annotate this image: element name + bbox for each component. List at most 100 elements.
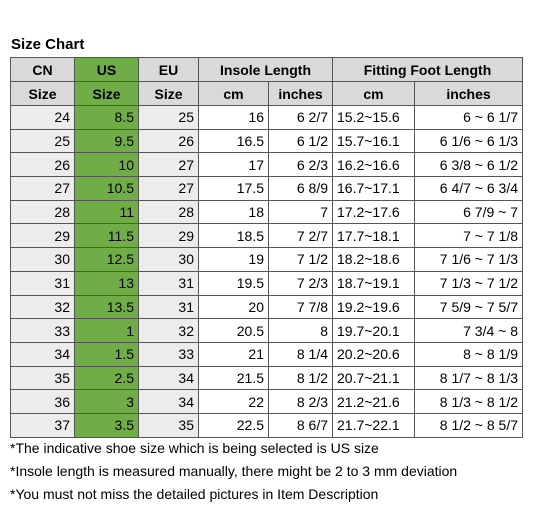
cell: 33: [10, 318, 75, 343]
cell: 17.7~18.1: [332, 223, 415, 249]
title: Size Chart: [11, 36, 85, 53]
header-cell: inches: [414, 81, 523, 106]
cell: 8 1/2: [268, 365, 333, 391]
header-cell: Size: [10, 81, 75, 106]
cell: 34: [10, 341, 75, 367]
cell: 7 ~ 7 1/8: [414, 223, 523, 249]
cell: 31: [10, 270, 75, 296]
cell: 6 8/9: [268, 176, 333, 201]
cell: 6 1/6 ~ 6 1/3: [414, 128, 523, 154]
cell: 15.7~16.1: [332, 128, 415, 154]
cell: 15.2~15.6: [332, 105, 415, 130]
cell: 30: [138, 247, 199, 272]
cell: 26: [138, 128, 199, 154]
cell: 24: [10, 105, 75, 130]
header-cell: Fitting Foot Length: [332, 57, 523, 82]
cell: 35: [138, 412, 199, 438]
data-row: 36 3 34 22 8 2/3 21.2~21.6 8 1/3 ~ 8 1/2: [10, 389, 523, 414]
cell: 27: [138, 152, 199, 178]
data-row: 31 13 31 19.5 7 2/3 18.7~19.1 7 1/3 ~ 7 1/2: [10, 270, 523, 296]
cell: 31: [138, 294, 199, 320]
data-row: 33 1 32 20.5 8 19.7~20.1 7 3/4 ~ 8: [10, 318, 523, 343]
cell: 6 3/8 ~ 6 1/2: [414, 152, 523, 178]
cell: 28: [10, 199, 75, 225]
header-cell: Size: [74, 81, 139, 106]
cell: 34: [138, 365, 199, 391]
cell: 25: [10, 128, 75, 154]
cell: 6 4/7 ~ 6 3/4: [414, 176, 523, 201]
cell: 8 6/7: [268, 412, 333, 438]
cell: 27: [138, 176, 199, 201]
header-cell: EU: [138, 57, 199, 82]
header-cell: Size: [138, 81, 199, 106]
cell: 10: [74, 152, 139, 178]
cell: 8 1/3 ~ 8 1/2: [414, 389, 523, 414]
cell: 32: [138, 318, 199, 343]
cell: 16.2~16.6: [332, 152, 415, 178]
cell: 17: [198, 152, 269, 178]
cell: 18: [198, 199, 269, 225]
cell: 18.5: [198, 223, 269, 249]
cell: 22: [198, 389, 269, 414]
data-row: 32 13.5 31 20 7 7/8 19.2~19.6 7 5/9 ~ 7 5/7: [10, 294, 523, 320]
cell: 7: [268, 199, 333, 225]
data-row: 29 11.5 29 18.5 7 2/7 17.7~18.1 7 ~ 7 1/8: [10, 223, 523, 249]
cell: 7 3/4 ~ 8: [414, 318, 523, 343]
cell: 3.5: [74, 412, 139, 438]
cell: 31: [138, 270, 199, 296]
data-row: 26 10 27 17 6 2/3 16.2~16.6 6 3/8 ~ 6 1/2: [10, 152, 523, 178]
data-row: 37 3.5 35 22.5 8 6/7 21.7~22.1 8 1/2 ~ 8 5/7: [10, 412, 523, 438]
cell: 8 1/2 ~ 8 5/7: [414, 412, 523, 438]
cell: 10.5: [74, 176, 139, 201]
cell: 8 ~ 8 1/9: [414, 341, 523, 367]
cell: 26: [10, 152, 75, 178]
footnote: *Insole length is measured manually, the…: [10, 463, 458, 479]
cell: 20: [198, 294, 269, 320]
cell: 7 2/7: [268, 223, 333, 249]
footnote: *The indicative shoe size which is being…: [10, 440, 379, 456]
cell: 16: [198, 105, 269, 130]
cell: 1: [74, 318, 139, 343]
cell: 21.2~21.6: [332, 389, 415, 414]
cell: 21: [198, 341, 269, 367]
cell: 27: [10, 176, 75, 201]
data-row: 35 2.5 34 21.5 8 1/2 20.7~21.1 8 1/7 ~ 8 1/3: [10, 365, 523, 391]
cell: 32: [10, 294, 75, 320]
cell: 9.5: [74, 128, 139, 154]
cell: 33: [138, 341, 199, 367]
cell: 20.2~20.6: [332, 341, 415, 367]
data-row: 30 12.5 30 19 7 1/2 18.2~18.6 7 1/6 ~ 7 1/3: [10, 247, 523, 272]
cell: 6 ~ 6 1/7: [414, 105, 523, 130]
cell: 19.5: [198, 270, 269, 296]
cell: 30: [10, 247, 75, 272]
cell: 7 1/3 ~ 7 1/2: [414, 270, 523, 296]
cell: 29: [10, 223, 75, 249]
cell: 19.7~20.1: [332, 318, 415, 343]
cell: 18.2~18.6: [332, 247, 415, 272]
data-row: 24 8.5 25 16 6 2/7 15.2~15.6 6 ~ 6 1/7: [10, 105, 523, 130]
header-cell: cm: [198, 81, 269, 106]
cell: 18.7~19.1: [332, 270, 415, 296]
cell: 17.5: [198, 176, 269, 201]
cell: 25: [138, 105, 199, 130]
cell: 20.5: [198, 318, 269, 343]
cell: 12.5: [74, 247, 139, 272]
cell: 7 7/8: [268, 294, 333, 320]
size-table: CN US EU Insole Length Fitting Foot Length Si…: [10, 57, 523, 438]
cell: 28: [138, 199, 199, 225]
cell: 16.5: [198, 128, 269, 154]
cell: 36: [10, 389, 75, 414]
header-cell: CN: [10, 57, 75, 82]
header-row: Size Size Size cm inches cm inches: [10, 81, 523, 106]
cell: 8: [268, 318, 333, 343]
header-cell: inches: [268, 81, 333, 106]
cell: 19: [198, 247, 269, 272]
cell: 6 1/2: [268, 128, 333, 154]
cell: 34: [138, 389, 199, 414]
cell: 22.5: [198, 412, 269, 438]
data-row: 25 9.5 26 16.5 6 1/2 15.7~16.1 6 1/6 ~ 6 1/3: [10, 128, 523, 154]
cell: 11: [74, 199, 139, 225]
cell: 1.5: [74, 341, 139, 367]
cell: 6 7/9 ~ 7: [414, 199, 523, 225]
cell: 17.2~17.6: [332, 199, 415, 225]
